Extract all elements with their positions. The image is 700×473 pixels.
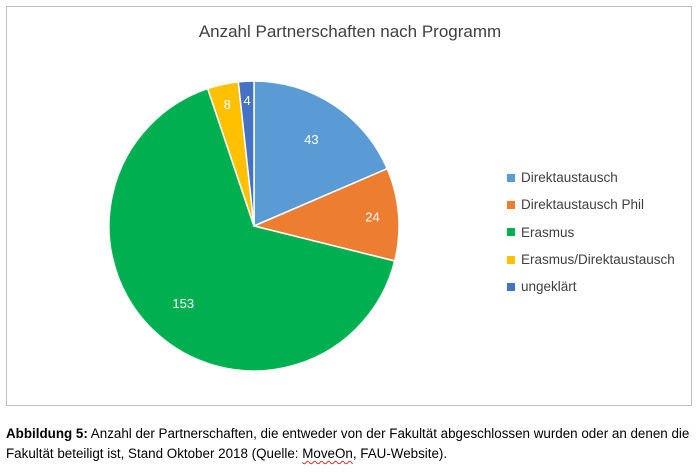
legend-item-4: ungeklärt <box>507 273 691 300</box>
pie-slice-0 <box>253 80 389 228</box>
legend-swatch-2 <box>507 228 515 237</box>
pie-data-label-4: 4 <box>244 93 251 108</box>
legend-swatch-1 <box>507 200 515 209</box>
figure-caption: Abbildung 5: Anzahl der Partnerschaften,… <box>6 424 696 464</box>
legend-swatch-3 <box>507 255 515 264</box>
pie-slice-1 <box>251 167 400 262</box>
legend-label-0: Direktaustausch <box>521 170 618 186</box>
pie-data-label-0: 43 <box>304 132 318 147</box>
legend-label-3: Erasmus/Direktaustausch <box>521 252 675 268</box>
caption-text: Anzahl der Partnerschaften, die entweder… <box>6 426 690 461</box>
legend-item-0: Direktaustausch <box>507 164 691 191</box>
pie-data-label-1: 24 <box>365 209 379 224</box>
legend-label-1: Direktaustausch Phil <box>521 197 645 213</box>
chart-area: Anzahl Partnerschaften nach Programm 43 2… <box>6 6 692 406</box>
pie-slice-4 <box>237 80 255 227</box>
caption-label: Abbildung 5: <box>6 426 88 441</box>
legend-swatch-0 <box>507 173 515 182</box>
pie-slice-2 <box>108 87 396 372</box>
pie-data-label-3: 8 <box>224 97 231 112</box>
pie-data-label-2: 153 <box>172 296 194 311</box>
chart-legend: Direktaustausch Direktaustausch Phil Erasm… <box>507 164 691 300</box>
caption-text-end: , FAU-Website). <box>352 446 448 461</box>
legend-item-2: Erasmus <box>507 219 691 246</box>
chart-title: Anzahl Partnerschaften nach Programm <box>198 22 502 41</box>
caption-source-link: MoveOn <box>302 446 353 461</box>
legend-label-2: Erasmus <box>521 224 575 240</box>
legend-label-4: ungeklärt <box>521 279 577 295</box>
legend-swatch-4 <box>507 282 515 291</box>
pie-chart: 43 24 153 8 4 <box>108 80 400 372</box>
legend-item-3: Erasmus/Direktaustausch <box>507 246 691 273</box>
legend-item-1: Direktaustausch Phil <box>507 191 691 218</box>
